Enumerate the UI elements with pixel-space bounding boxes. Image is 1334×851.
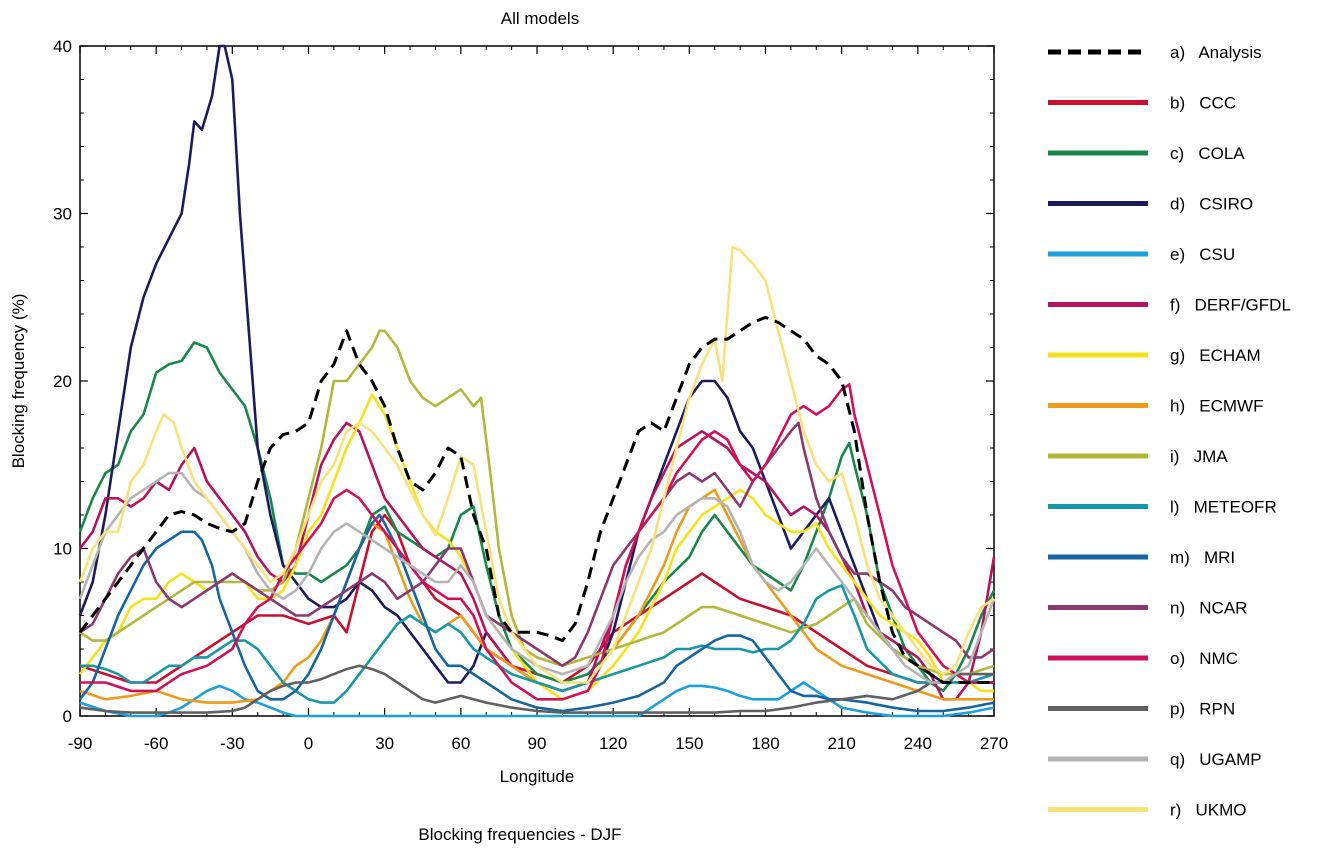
legend-label-5: f) DERF/GFDL <box>1170 296 1291 315</box>
legend: a) Analysis b) CCC c) COLA d) CSIRO e) CSU f)… <box>1048 43 1291 820</box>
x-tick-label: -30 <box>220 734 245 753</box>
legend-label-7: h) ECMWF <box>1170 397 1264 416</box>
x-tick-label: -60 <box>144 734 169 753</box>
y-tick-label: 10 <box>53 540 72 559</box>
legend-label-1: b) CCC <box>1170 94 1236 113</box>
x-tick-label: 0 <box>304 734 313 753</box>
legend-label-10: m) MRI <box>1170 548 1235 567</box>
x-tick-label: -90 <box>68 734 93 753</box>
x-tick-label: 120 <box>599 734 627 753</box>
series-line-10 <box>78 513 995 713</box>
x-axis-label: Longitude <box>500 767 575 786</box>
x-tick-label: 270 <box>980 734 1008 753</box>
axis-ticks: -90 -60 -30 0 30 60 90 120 150 180 210 240 270 0 10 20 3… <box>53 37 1008 753</box>
x-tick-label: 150 <box>675 734 703 753</box>
legend-label-0: a) Analysis <box>1170 43 1262 62</box>
legend-label-13: p) RPN <box>1170 700 1235 719</box>
x-tick-label: 90 <box>528 734 547 753</box>
chart-caption: Blocking frequencies - DJF <box>418 825 621 844</box>
x-tick-label: 180 <box>751 734 779 753</box>
y-tick-label: 0 <box>63 707 72 726</box>
legend-label-3: d) CSIRO <box>1170 195 1253 214</box>
legend-label-14: q) UGAMP <box>1170 750 1262 769</box>
y-tick-label: 30 <box>53 205 72 224</box>
series-line-3 <box>78 44 994 693</box>
series-line-4 <box>79 681 995 718</box>
legend-label-12: o) NMC <box>1170 649 1238 668</box>
y-tick-label: 40 <box>53 37 72 56</box>
y-tick-label: 20 <box>53 372 72 391</box>
series-line-9 <box>80 584 995 704</box>
x-tick-label: 210 <box>827 734 855 753</box>
series-lines <box>78 44 996 718</box>
plot-frame <box>79 45 995 717</box>
x-tick-label: 240 <box>904 734 932 753</box>
series-line-12 <box>80 383 994 701</box>
x-tick-label: 30 <box>375 734 394 753</box>
series-line-2 <box>78 341 996 693</box>
x-tick-label: 60 <box>451 734 470 753</box>
y-axis-label: Blocking frequency (%) <box>9 294 28 469</box>
legend-label-8: i) JMA <box>1170 447 1228 466</box>
series-line-13 <box>79 664 994 714</box>
chart-title: All models <box>501 9 579 28</box>
legend-label-15: r) UKMO <box>1170 801 1247 820</box>
legend-label-6: g) ECHAM <box>1170 346 1261 365</box>
series-line-11 <box>79 421 995 668</box>
legend-label-4: e) CSU <box>1170 245 1235 264</box>
series-line-0 <box>78 315 994 684</box>
series-line-15 <box>78 245 995 684</box>
legend-label-11: n) NCAR <box>1170 599 1247 618</box>
series-line-8 <box>79 329 995 676</box>
legend-label-9: l) METEOFR <box>1170 498 1277 517</box>
legend-label-2: c) COLA <box>1170 144 1245 163</box>
